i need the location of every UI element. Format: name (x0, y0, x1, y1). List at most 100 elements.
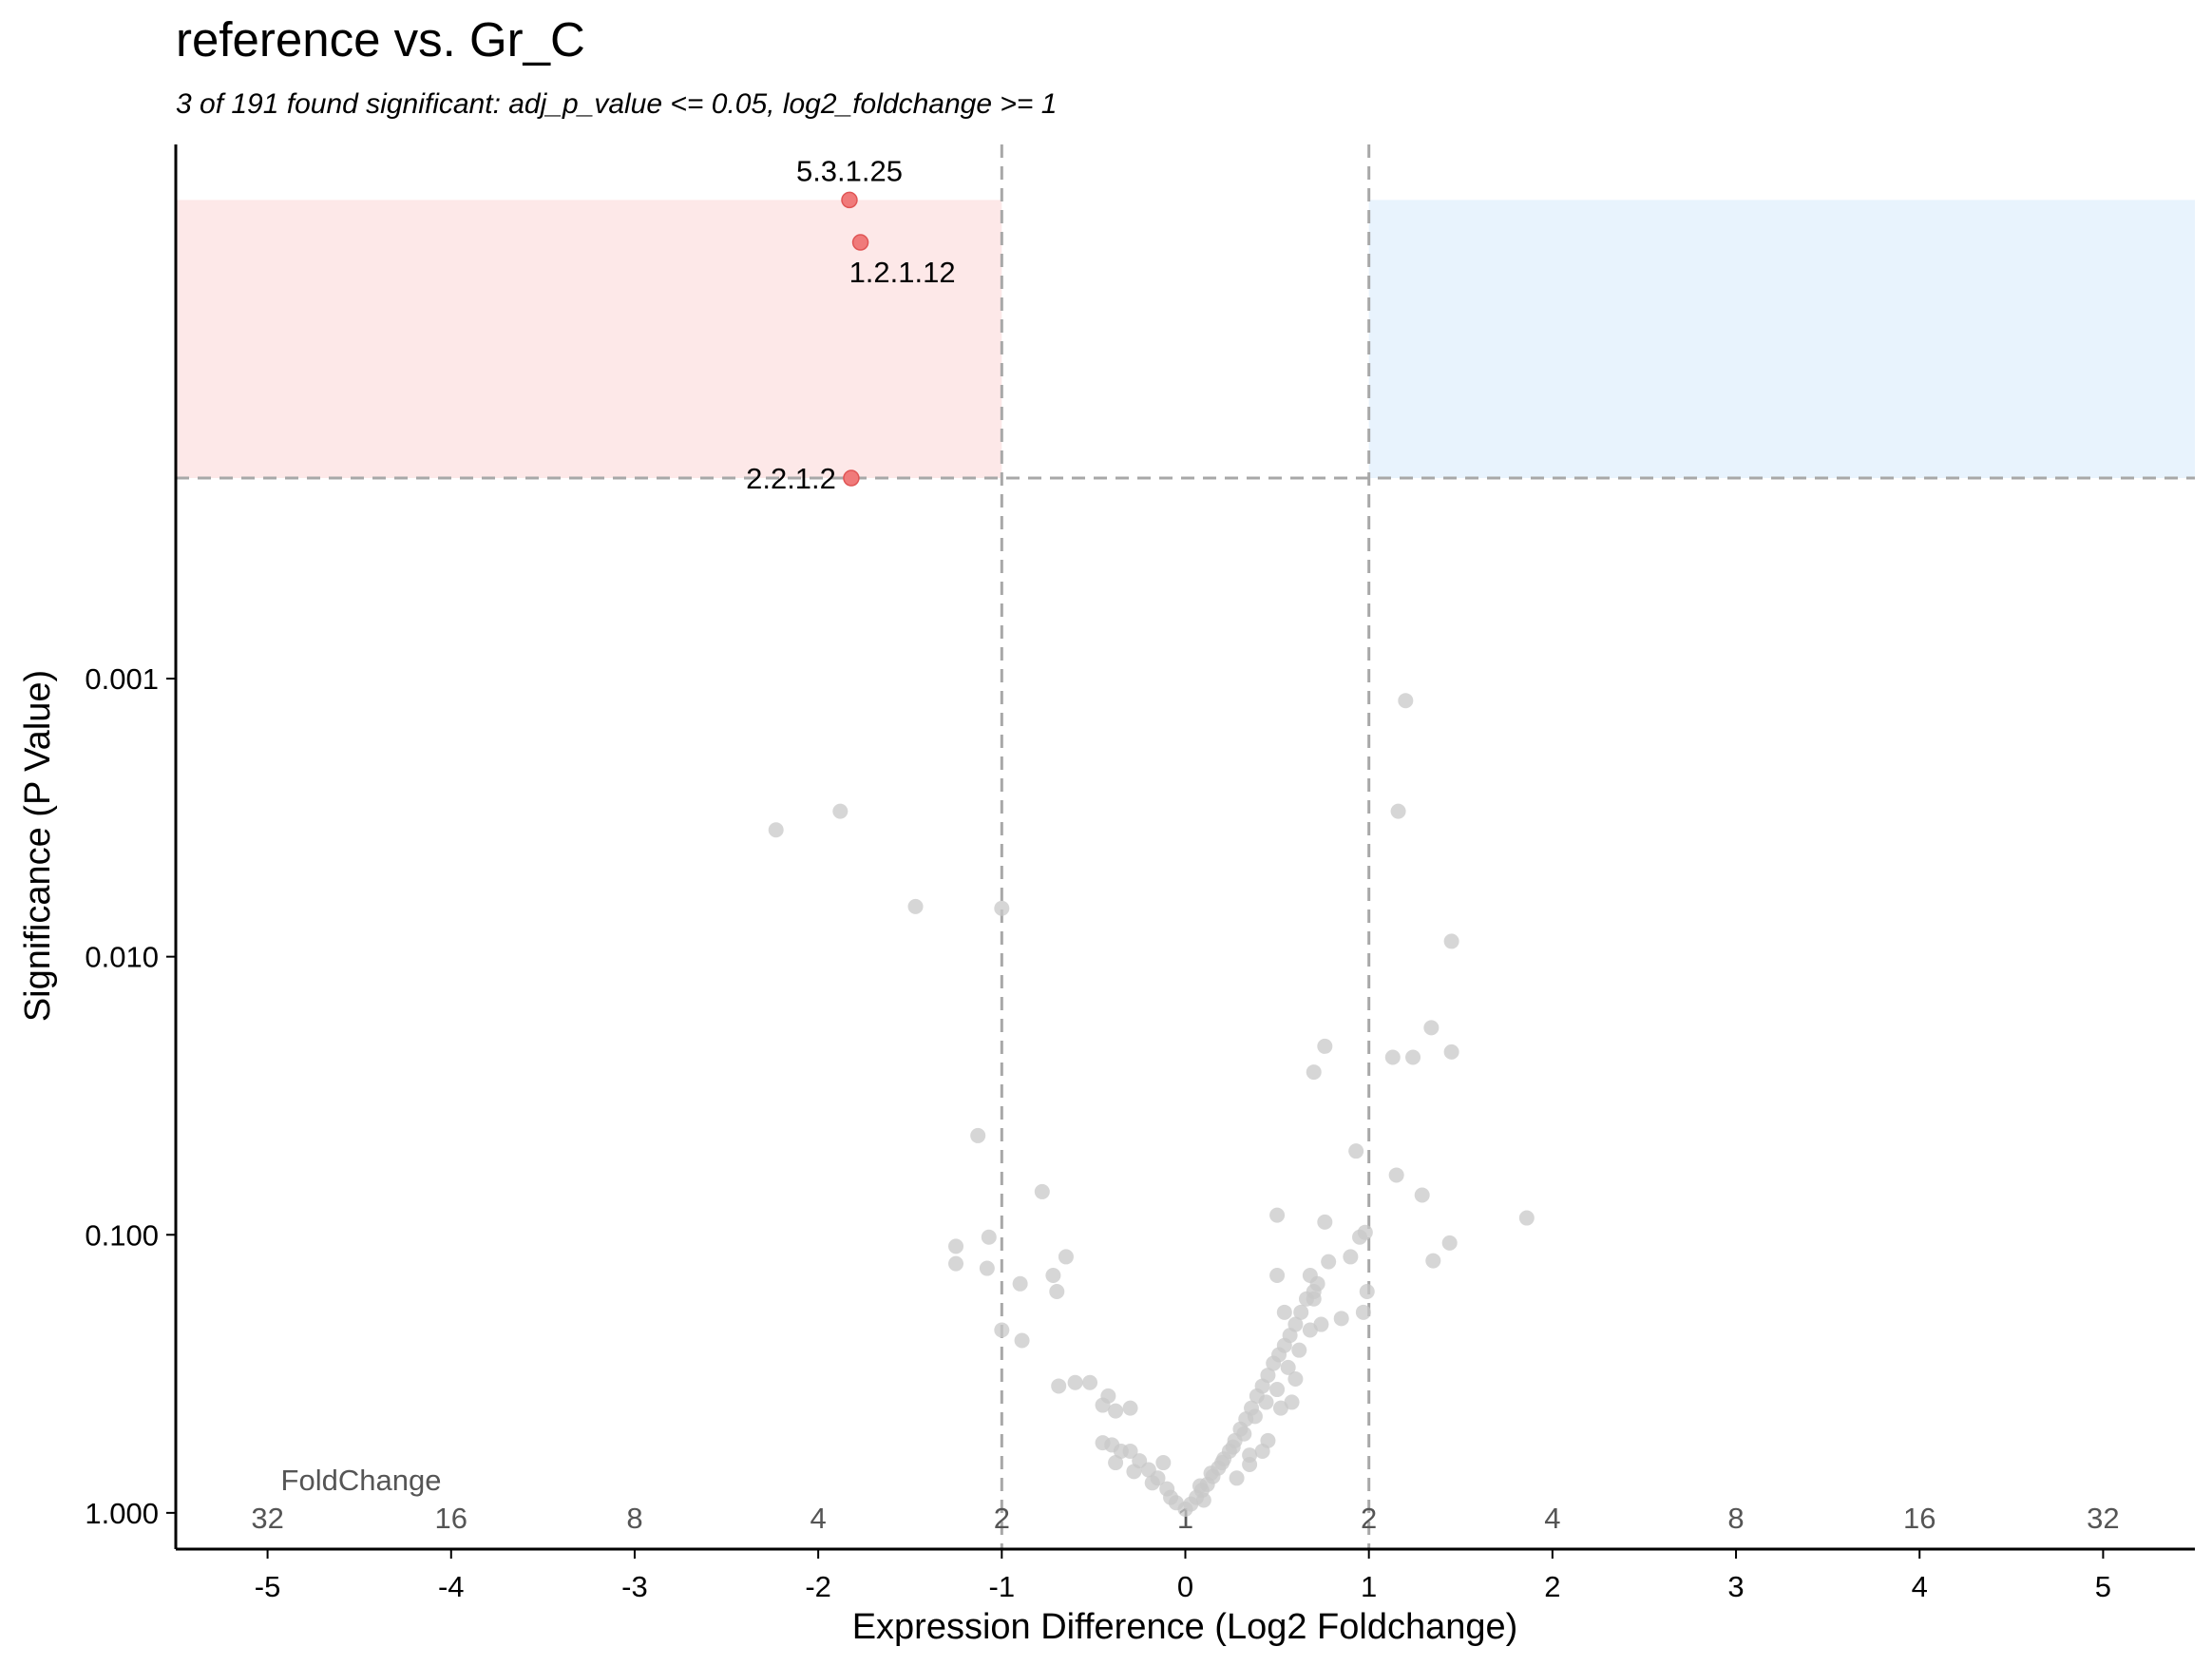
data-point (1144, 1475, 1160, 1491)
data-point (1405, 1049, 1421, 1065)
data-point (1414, 1187, 1430, 1203)
data-point (1192, 1478, 1208, 1494)
data-point (981, 1229, 997, 1245)
data-point (1359, 1283, 1375, 1299)
data-point (1355, 1304, 1371, 1320)
data-point (1067, 1374, 1083, 1390)
data-point (1443, 1044, 1459, 1060)
y-tick-label: 0.010 (85, 941, 159, 974)
data-point (1108, 1403, 1124, 1419)
data-point (907, 898, 924, 914)
data-point (994, 900, 1010, 916)
data-point (1280, 1359, 1296, 1375)
data-point (1108, 1455, 1124, 1471)
data-point (1254, 1443, 1270, 1459)
foldchange-tick-label: 2 (994, 1502, 1010, 1535)
data-point (1313, 1316, 1329, 1332)
x-tick-label: 2 (1544, 1570, 1560, 1603)
data-point (1195, 1492, 1211, 1508)
data-point (832, 803, 849, 819)
data-point (1269, 1268, 1286, 1284)
data-point (1258, 1394, 1274, 1410)
data-point (1276, 1304, 1292, 1320)
data-point (1214, 1455, 1230, 1471)
region-down (176, 200, 1002, 479)
x-tick-label: 1 (1361, 1570, 1377, 1603)
x-tick-label: -4 (438, 1570, 465, 1603)
data-point (1229, 1470, 1245, 1486)
data-point (1293, 1304, 1309, 1320)
data-point (1348, 1143, 1364, 1159)
significant-point (841, 191, 858, 209)
x-tick-label: -5 (255, 1570, 281, 1603)
data-point (1321, 1254, 1337, 1270)
data-point (1225, 1439, 1241, 1455)
x-tick-label: -2 (805, 1570, 831, 1603)
foldchange-tick-label: 32 (251, 1502, 283, 1535)
y-tick-label: 1.000 (85, 1497, 159, 1530)
data-point (1014, 1332, 1030, 1349)
data-point (1082, 1374, 1098, 1390)
y-tick-label: 0.100 (85, 1218, 159, 1252)
y-tick-label: 0.001 (85, 662, 159, 696)
data-point (1236, 1426, 1252, 1442)
data-point (1045, 1268, 1061, 1284)
significant-point (843, 469, 860, 487)
data-point (1242, 1456, 1258, 1472)
x-ticks: -5 -4 -3 -2 -1 0 1 2 3 4 5 (255, 1549, 2111, 1603)
data-point (1333, 1311, 1349, 1327)
data-point (1388, 1167, 1404, 1183)
data-point (1012, 1275, 1028, 1292)
data-point (1306, 1291, 1322, 1307)
data-point (1384, 1049, 1401, 1065)
data-point (1287, 1316, 1304, 1332)
foldchange-tick-label: 8 (626, 1502, 642, 1535)
point-label: 5.3.1.25 (796, 154, 903, 187)
data-point (1155, 1455, 1172, 1471)
data-point (1398, 693, 1414, 709)
data-point (1034, 1183, 1050, 1199)
point-labels: 5.3.1.25 1.2.1.12 2.2.1.2 (746, 154, 956, 495)
data-point (1317, 1038, 1333, 1054)
data-point (1343, 1249, 1359, 1265)
data-point (1122, 1400, 1138, 1416)
data-point (1051, 1378, 1067, 1394)
x-tick-label: -3 (621, 1570, 648, 1603)
foldchange-tick-label: 16 (435, 1502, 467, 1535)
chart-subtitle: 3 of 191 found significant: adj_p_value … (176, 88, 1058, 120)
data-points (768, 191, 1535, 1517)
foldchange-tick-label: 8 (1727, 1502, 1744, 1535)
data-point (1425, 1253, 1441, 1269)
data-point (768, 822, 784, 838)
y-axis-title: Significance (P Value) (18, 670, 58, 1022)
x-tick-label: 4 (1912, 1570, 1928, 1603)
chart-title: reference vs. Gr_C (176, 12, 585, 67)
data-point (1269, 1207, 1286, 1223)
data-point (1284, 1394, 1300, 1410)
data-point (994, 1322, 1010, 1338)
y-ticks: 0.001 0.010 0.100 1.000 (85, 662, 176, 1530)
data-point (1287, 1370, 1304, 1387)
data-point (970, 1127, 986, 1143)
foldchange-tick-label: 4 (810, 1502, 827, 1535)
data-point (1357, 1224, 1373, 1240)
data-point (1443, 933, 1459, 949)
point-label: 1.2.1.12 (849, 256, 956, 289)
data-point (1269, 1382, 1286, 1398)
data-point (1390, 803, 1406, 819)
significant-point (851, 234, 869, 251)
data-point (1122, 1443, 1138, 1459)
data-point (1441, 1235, 1458, 1251)
data-point (1306, 1064, 1322, 1081)
data-point (1095, 1397, 1111, 1413)
data-point (1518, 1210, 1535, 1226)
point-label: 2.2.1.2 (746, 462, 836, 495)
foldchange-tick-label: 2 (1361, 1502, 1377, 1535)
data-point (1247, 1408, 1263, 1425)
foldchange-axis-title: FoldChange (281, 1464, 442, 1497)
data-point (1203, 1465, 1219, 1482)
data-point (1317, 1214, 1333, 1230)
x-tick-label: 3 (1727, 1570, 1744, 1603)
foldchange-tick-label: 32 (2087, 1502, 2119, 1535)
